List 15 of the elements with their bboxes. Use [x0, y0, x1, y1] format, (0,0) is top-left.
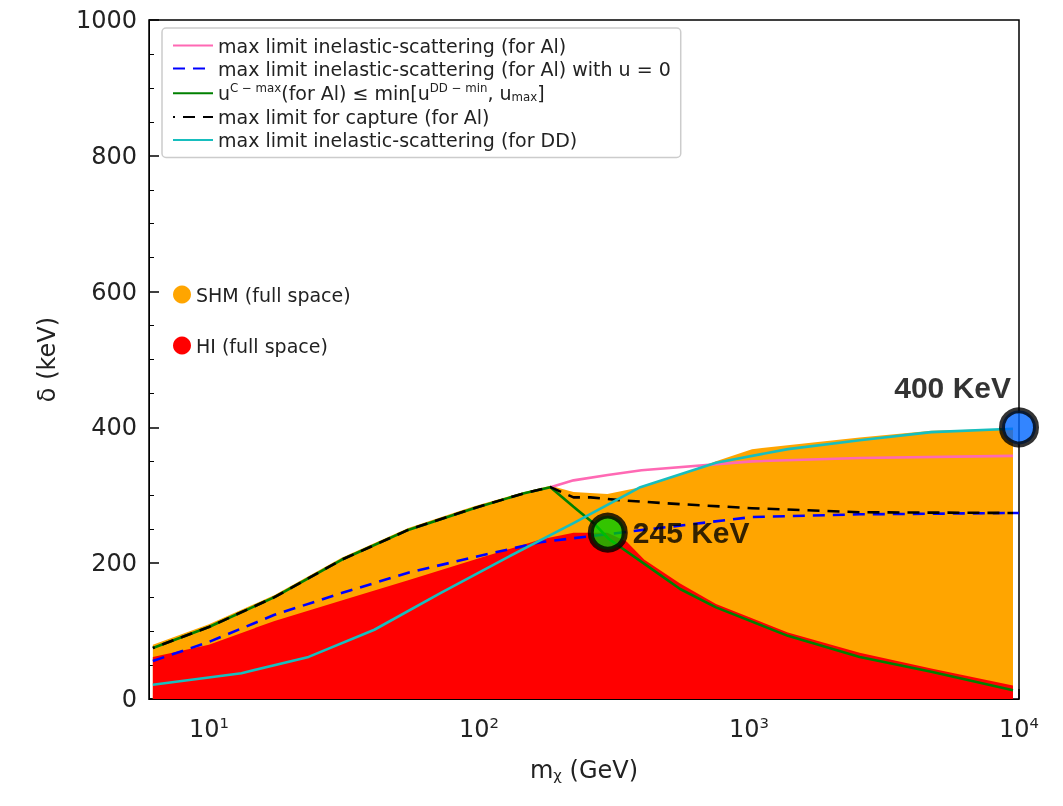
- legend-label: SHM (full space): [196, 283, 351, 306]
- legend-label: max limit for capture (for Al): [218, 106, 490, 128]
- x-axis-title: mχ (GeV): [529, 755, 639, 785]
- annotation: 400 KeV: [894, 370, 1011, 404]
- legend-label: max limit inelastic-scattering (for Al) with u = 0: [218, 57, 671, 80]
- legend-label: HI (full space): [196, 334, 328, 357]
- legend-label: max limit inelastic-scattering (for Al): [218, 34, 567, 57]
- y-tick-label: 200: [91, 549, 137, 578]
- y-tick-label: 600: [91, 277, 137, 306]
- y-tick-label: 1000: [75, 6, 137, 34]
- legend-label: max limit inelastic-scattering (for DD): [218, 129, 578, 151]
- y-axis-title: δ (keV): [33, 316, 61, 403]
- y-tick-label: 800: [91, 141, 137, 170]
- y-tick-label: 0: [121, 685, 137, 713]
- y-tick-label: 400: [91, 413, 137, 442]
